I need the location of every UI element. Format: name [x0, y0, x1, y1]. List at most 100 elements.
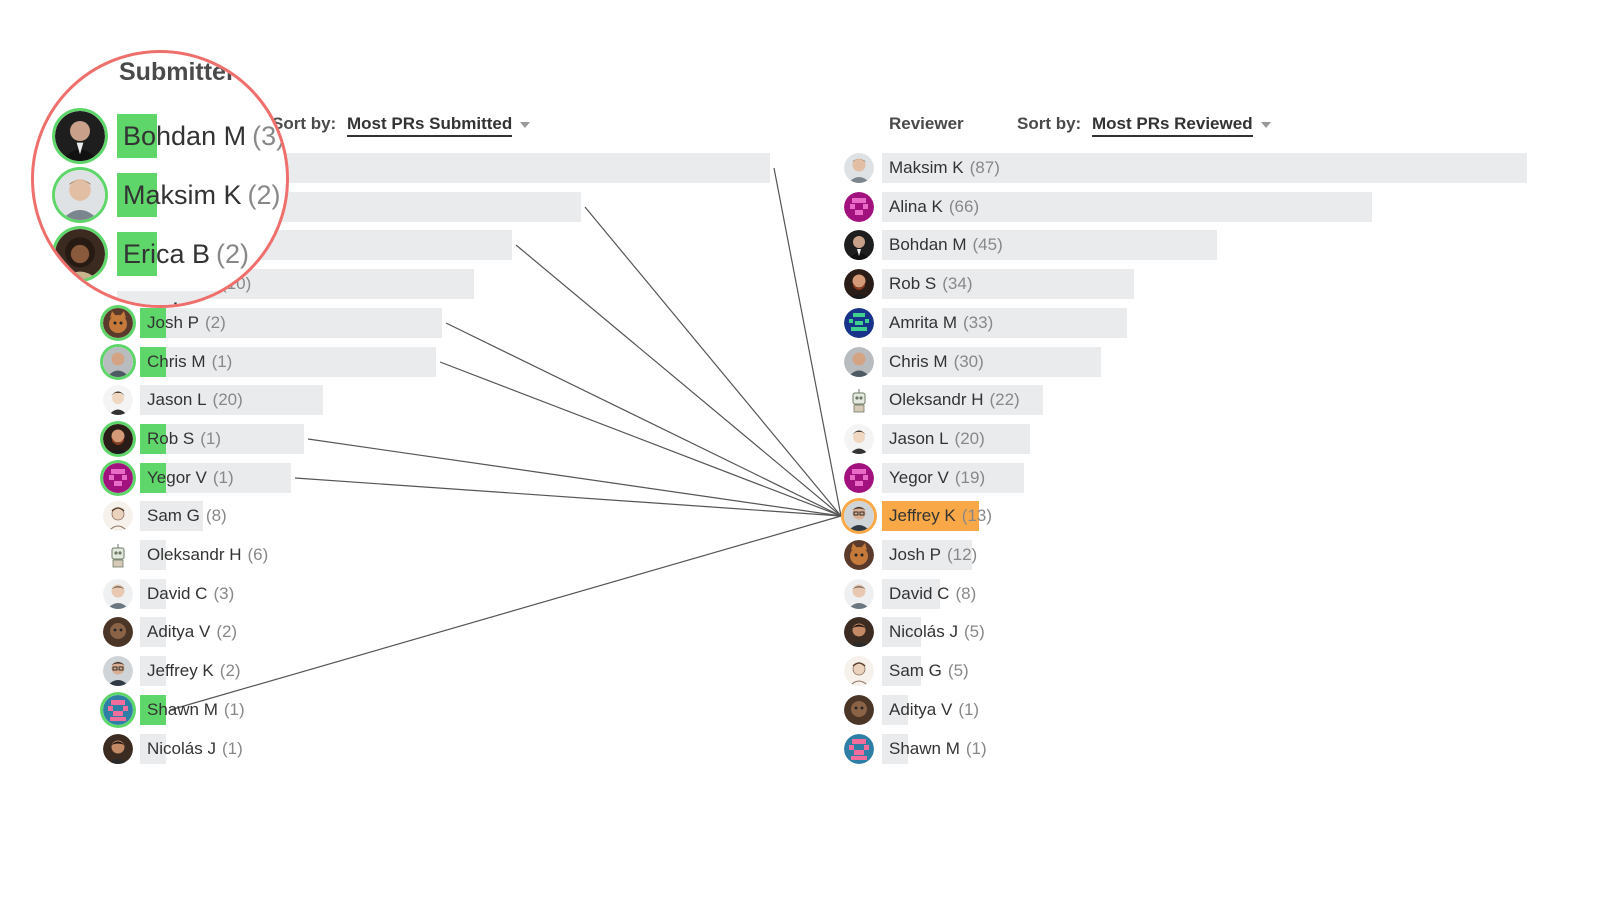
submitter-bar	[140, 501, 203, 531]
submitter-row-sam-g[interactable]: Sam G (8)	[0, 501, 800, 531]
row-label: Chris M (1)	[147, 347, 232, 377]
reviewer-row-maksim-k[interactable]: Maksim K (87)	[0, 153, 1600, 183]
portrait-glasses-avatar	[103, 656, 133, 686]
row-label: Shawn M (1)	[889, 734, 987, 764]
chevron-down-icon[interactable]	[1260, 121, 1271, 128]
reviewer-row-jason-l[interactable]: Jason L (20)	[0, 424, 1600, 454]
pixel-magenta-avatar	[844, 192, 874, 222]
submitter-sort-dropdown[interactable]: Most PRs Submitted	[346, 114, 513, 137]
row-label: Amrita M (10)	[123, 288, 285, 305]
reviewer-sort-control[interactable]: Sort by: Most PRs Reviewed	[1017, 114, 1271, 137]
pr-count: (20)	[954, 429, 985, 448]
match-highlight	[140, 463, 166, 493]
submitter-row-jason-l[interactable]: Jason L (20)	[0, 385, 800, 415]
submitter-row-josh-p[interactable]: Josh P (2)	[0, 308, 800, 338]
match-highlight	[117, 232, 157, 276]
chevron-down-icon[interactable]	[520, 121, 531, 128]
person-name: Oleksandr H	[147, 545, 242, 564]
reviewer-bar	[882, 579, 940, 609]
magnified-row-maksim-k: Maksim K (2)	[55, 170, 286, 220]
reviewer-row-nicolas-j[interactable]: Nicolás J (5)	[0, 617, 1600, 647]
reviewer-row-oleksandr-h[interactable]: Oleksandr H (22)	[0, 385, 1600, 415]
reviewer-bar	[882, 424, 1030, 454]
person-name: Amrita M	[123, 298, 231, 305]
portrait-brown-avatar	[844, 695, 874, 725]
reviewer-row-aditya-v[interactable]: Aditya V (1)	[0, 695, 1600, 725]
person-name: Bohdan M	[889, 235, 967, 254]
portrait-brown-avatar	[103, 617, 133, 647]
row-label: Nicolás J (1)	[147, 734, 243, 764]
submitter-row-jeffrey-k[interactable]: Jeffrey K (2)	[0, 656, 800, 686]
reviewer-row-bohdan-m[interactable]: Bohdan M (45)	[0, 230, 1600, 260]
row-label: Oleksandr H (6)	[147, 540, 268, 570]
submitter-row-rob-s[interactable]: Rob S (1)	[0, 424, 800, 454]
person-name: Yegor V	[889, 468, 949, 487]
person-name: Sam G	[889, 661, 942, 680]
pr-count: (66)	[948, 197, 980, 216]
pr-count: (10)	[237, 298, 285, 305]
submitter-row-david-c[interactable]: David C (3)	[0, 579, 800, 609]
person-name: Jason L	[889, 429, 949, 448]
reviewer-bar	[882, 347, 1101, 377]
reviewer-row-amrita-m[interactable]: Amrita M (33)	[0, 308, 1600, 338]
pr-count: (2)	[216, 239, 250, 269]
submitter-sort-control[interactable]: Sort by: Most PRs Submitted	[272, 114, 531, 137]
row-label: Nicolás J (5)	[889, 617, 985, 647]
person-name: Shawn M	[147, 700, 218, 719]
row-label: Erica B(2)	[123, 229, 249, 279]
row-label: Josh P (2)	[147, 308, 226, 338]
reviewer-row-josh-p[interactable]: Josh P (12)	[0, 540, 1600, 570]
pr-count: (2)	[247, 180, 281, 210]
pixel-green-avatar	[844, 308, 874, 338]
portrait-red-beard-avatar	[103, 424, 133, 454]
reviewer-row-chris-m[interactable]: Chris M (30)	[0, 347, 1600, 377]
submitter-row-chris-m[interactable]: Chris M (1)	[0, 347, 800, 377]
reviewer-row-david-c[interactable]: David C (8)	[0, 579, 1600, 609]
submitter-row-oleksandr-h[interactable]: Oleksandr H (6)	[0, 540, 800, 570]
row-label: Jeffrey K (2)	[147, 656, 241, 686]
portrait-cartoon-avatar	[844, 424, 874, 454]
reviewer-row-jeffrey-k[interactable]: Jeffrey K (13)	[0, 501, 1600, 531]
reviewer-sort-dropdown[interactable]: Most PRs Reviewed	[1091, 114, 1253, 137]
row-label: Chris M (30)	[889, 347, 984, 377]
submitter-bar	[140, 540, 166, 570]
row-label: Yegor V (1)	[147, 463, 234, 493]
portrait-curly-hair-avatar	[55, 229, 105, 279]
pixel-pink-avatar	[844, 734, 874, 764]
person-name: Maksim K	[889, 158, 964, 177]
pr-count: (12)	[946, 545, 978, 564]
robot-sketch-avatar	[103, 540, 133, 570]
pixel-magenta-avatar	[103, 463, 133, 493]
pr-count: (30)	[953, 352, 984, 371]
portrait-glasses-avatar	[844, 501, 874, 531]
reviewer-row-shawn-m[interactable]: Shawn M (1)	[0, 734, 1600, 764]
submitter-row-yegor-v[interactable]: Yegor V (1)	[0, 463, 800, 493]
pr-count: (5)	[963, 622, 985, 641]
submitter-sort-label: Sort by:	[272, 114, 337, 133]
row-label: Rob S (34)	[889, 269, 972, 299]
pr-count: (1)	[223, 700, 245, 719]
person-name: Nicolás J	[147, 739, 216, 758]
submitter-row-shawn-m[interactable]: Shawn M (1)	[0, 695, 800, 725]
reviewer-row-sam-g[interactable]: Sam G (5)	[0, 656, 1600, 686]
robot-sketch-avatar	[844, 385, 874, 415]
pr-count: (1)	[958, 700, 980, 719]
submitter-row-aditya-v[interactable]: Aditya V (2)	[0, 617, 800, 647]
portrait-light-avatar	[55, 170, 105, 220]
reviewer-row-rob-s[interactable]: Rob S (34)	[0, 269, 1600, 299]
person-name: Rob S	[147, 429, 195, 448]
row-label: Josh P (12)	[889, 540, 977, 570]
pr-count: (3)	[213, 584, 235, 603]
pr-count: (33)	[963, 313, 994, 332]
row-label: Jeffrey K (13)	[889, 501, 992, 531]
submitter-row-nicolas-j[interactable]: Nicolás J (1)	[0, 734, 800, 764]
magnified-row-erica-b: Erica B (2)	[55, 229, 286, 279]
pr-count: (3)	[252, 121, 286, 151]
person-name: Chris M	[889, 352, 948, 371]
reviewer-row-alina-k[interactable]: Alina K (66)	[0, 192, 1600, 222]
pr-count: (1)	[221, 739, 243, 758]
match-highlight	[140, 347, 166, 377]
reviewer-row-yegor-v[interactable]: Yegor V (19)	[0, 463, 1600, 493]
row-label: Maksim K(2)	[123, 170, 281, 220]
